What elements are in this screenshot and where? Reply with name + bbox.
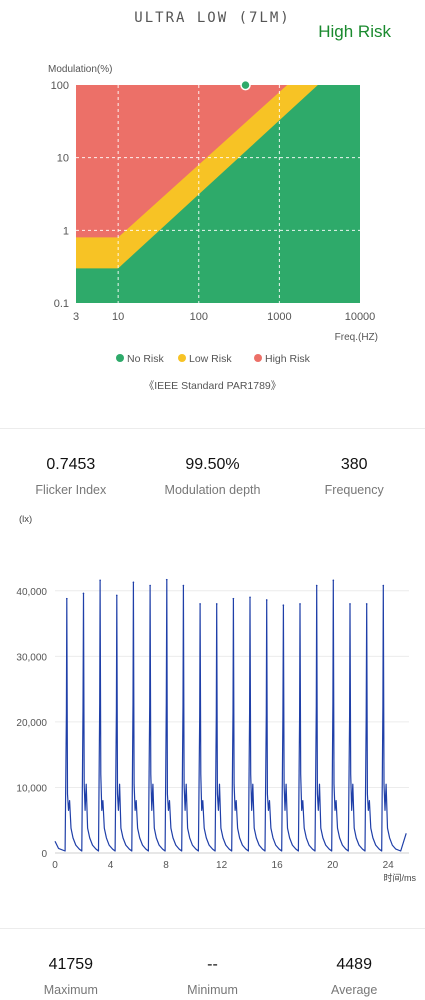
illuminance-waveform-chart: (lx) 0 10,000 20,000 30,000 40,000 0 4 8 12 16 20 24… bbox=[16, 514, 417, 883]
waveform-peak-12 bbox=[249, 596, 251, 599]
divider bbox=[0, 928, 425, 929]
x-tick-label: 1000 bbox=[267, 311, 291, 323]
minimum-stat: -- Minimum bbox=[142, 956, 284, 997]
average-stat: 4489 Average bbox=[283, 956, 425, 997]
waveform-peak-15 bbox=[299, 603, 301, 605]
average-value: 4489 bbox=[336, 956, 372, 973]
y-tick-label: 100 bbox=[51, 80, 69, 92]
x-tick-label: 24 bbox=[383, 860, 395, 871]
modulation-depth-value: 99.50% bbox=[185, 456, 240, 473]
waveform-peak-20 bbox=[382, 584, 385, 587]
illuminance-stats: 41759 Maximum -- Minimum 4489 Average bbox=[0, 956, 425, 997]
waveform-peak-8 bbox=[182, 584, 185, 587]
average-label: Average bbox=[331, 983, 378, 997]
frequency-stat: 380 Frequency bbox=[283, 456, 425, 497]
waveform-peak-13 bbox=[265, 599, 268, 601]
maximum-stat: 41759 Maximum bbox=[0, 956, 142, 997]
frequency-value: 380 bbox=[340, 456, 368, 473]
waveform-peak-16 bbox=[315, 584, 318, 587]
waveform-peak-14 bbox=[282, 604, 285, 606]
legend-marker-high-risk bbox=[254, 354, 262, 362]
waveform-peak-5 bbox=[132, 581, 135, 584]
x-tick-label: 12 bbox=[216, 860, 228, 871]
standard-caption: 《IEEE Standard PAR1789》 bbox=[143, 380, 282, 392]
legend-label: High Risk bbox=[265, 353, 311, 365]
illuminance-waveform-line bbox=[54, 579, 407, 852]
x-tick-label: 4 bbox=[108, 860, 114, 871]
no-risk-region bbox=[76, 85, 360, 303]
legend-label: Low Risk bbox=[189, 353, 232, 365]
x-tick-label: 100 bbox=[190, 311, 208, 323]
y-tick-label: 30,000 bbox=[16, 652, 47, 663]
y-tick-label: 20,000 bbox=[16, 718, 47, 729]
y-axis-title: Modulation(%) bbox=[48, 64, 112, 75]
waveform-peak-6 bbox=[149, 584, 151, 587]
risk-status: High Risk bbox=[318, 22, 391, 41]
divider bbox=[0, 428, 425, 429]
y-tick-label: 10,000 bbox=[16, 783, 47, 794]
flicker-risk-chart: Modulation(%) Freq.(HZ) 3 10 100 1000 10000 0.1… bbox=[48, 64, 378, 365]
waveform-peak-18 bbox=[349, 603, 351, 605]
x-axis-title: Freq.(HZ) bbox=[335, 332, 378, 343]
minimum-label: Minimum bbox=[187, 983, 238, 997]
x-tick-label: 8 bbox=[163, 860, 169, 871]
waveform-peak-7 bbox=[165, 578, 168, 581]
legend-marker-no-risk bbox=[116, 354, 124, 362]
waveform-peak-17 bbox=[332, 579, 335, 582]
x-tick-label: 16 bbox=[272, 860, 284, 871]
measurement-point bbox=[240, 79, 251, 91]
waveform-peak-3 bbox=[99, 579, 101, 582]
waveform-peak-19 bbox=[365, 603, 368, 605]
minimum-value: -- bbox=[207, 956, 218, 973]
y-tick-label: 0.1 bbox=[54, 298, 69, 310]
flicker-index-label: Flicker Index bbox=[35, 483, 107, 497]
x-tick-label: 3 bbox=[73, 311, 79, 323]
waveform-peak-9 bbox=[199, 603, 201, 605]
waveform-peak-2 bbox=[82, 592, 85, 595]
flicker-index-value: 0.7453 bbox=[46, 456, 96, 473]
y-tick-label: 1 bbox=[63, 225, 69, 237]
waveform-peak-11 bbox=[232, 597, 235, 600]
x-tick-label: 0 bbox=[52, 860, 58, 871]
modulation-depth-stat: 99.50% Modulation depth bbox=[142, 456, 284, 497]
waveform-peak-4 bbox=[115, 594, 118, 597]
mode-title: ULTRA LOW (7LM) bbox=[134, 10, 291, 26]
y-tick-label: 40,000 bbox=[16, 587, 47, 598]
maximum-label: Maximum bbox=[43, 983, 98, 997]
x-tick-label: 10000 bbox=[345, 311, 376, 323]
maximum-value: 41759 bbox=[48, 956, 94, 973]
flicker-stats: 0.7453 Flicker Index 99.50% Modulation d… bbox=[0, 456, 425, 497]
legend-marker-low-risk bbox=[178, 354, 186, 362]
waveform-peak-10 bbox=[215, 603, 218, 605]
modulation-depth-label: Modulation depth bbox=[164, 483, 261, 497]
y-axis-unit: (lx) bbox=[19, 514, 32, 525]
x-tick-label: 10 bbox=[112, 311, 124, 323]
flicker-index-stat: 0.7453 Flicker Index bbox=[0, 456, 142, 497]
x-axis-title: 时间/ms bbox=[384, 872, 417, 883]
x-tick-label: 20 bbox=[327, 860, 339, 871]
legend-label: No Risk bbox=[127, 353, 165, 365]
frequency-label: Frequency bbox=[324, 483, 384, 497]
waveform-peak-1 bbox=[66, 597, 68, 600]
y-tick-label: 10 bbox=[57, 153, 69, 165]
y-tick-label: 0 bbox=[41, 849, 47, 860]
